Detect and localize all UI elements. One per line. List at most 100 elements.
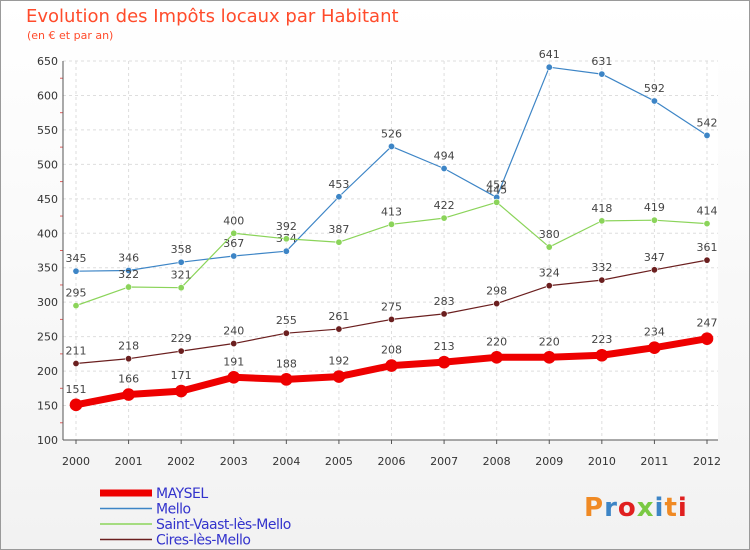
data-point bbox=[650, 97, 658, 105]
data-point bbox=[69, 398, 83, 412]
series-saint-vaast-l-s-mello: 295 322 321 400 392 387 413 422 445 380 418 419 414 bbox=[66, 183, 718, 310]
legend: MAYSELMelloSaint-Vaast-lès-MelloCires-lè… bbox=[100, 486, 291, 549]
data-point bbox=[387, 220, 395, 228]
data-label: 392 bbox=[276, 220, 297, 233]
data-label: 445 bbox=[486, 183, 507, 196]
data-point bbox=[545, 243, 553, 251]
data-point bbox=[648, 341, 661, 354]
data-label: 261 bbox=[328, 310, 349, 323]
grid bbox=[63, 60, 718, 441]
y-tick-label: 600 bbox=[37, 89, 58, 102]
data-label: 192 bbox=[328, 355, 349, 368]
data-point bbox=[227, 370, 241, 384]
y-tick-label: 200 bbox=[37, 365, 58, 378]
data-point bbox=[280, 373, 293, 386]
data-point bbox=[125, 266, 133, 274]
data-label: 324 bbox=[539, 267, 560, 280]
data-point bbox=[703, 256, 711, 264]
y-tick-label: 550 bbox=[37, 124, 58, 137]
data-point bbox=[703, 131, 711, 139]
chart-subtitle: (en € et par an) bbox=[27, 29, 113, 42]
axes: 100 150 200 250 300 350 400 450 500 550 600 650 2000… bbox=[37, 55, 721, 468]
x-tick-label: 2005 bbox=[325, 455, 353, 468]
data-label: 387 bbox=[328, 223, 349, 236]
y-tick-label: 150 bbox=[37, 400, 58, 413]
data-point bbox=[122, 388, 135, 401]
data-point bbox=[545, 282, 553, 290]
data-label: 413 bbox=[381, 205, 402, 218]
data-label: 223 bbox=[591, 333, 612, 346]
data-point bbox=[282, 247, 290, 255]
data-point bbox=[72, 267, 80, 275]
data-label: 255 bbox=[276, 314, 297, 327]
data-label: 422 bbox=[434, 199, 455, 212]
x-tick-label: 2006 bbox=[378, 455, 406, 468]
x-tick-label: 2009 bbox=[535, 455, 563, 468]
series-maysel: 151 166 171 191 188 192 208 213 220 220 223 234 247 bbox=[66, 317, 718, 412]
data-label: 171 bbox=[171, 369, 192, 382]
data-label: 283 bbox=[434, 295, 455, 308]
data-point bbox=[440, 310, 448, 318]
data-point bbox=[437, 355, 451, 369]
data-label: 367 bbox=[223, 237, 244, 250]
data-label: 218 bbox=[118, 340, 139, 353]
data-point bbox=[545, 63, 553, 71]
data-label: 211 bbox=[66, 345, 87, 358]
data-label: 380 bbox=[539, 228, 560, 241]
data-label: 400 bbox=[223, 214, 244, 227]
plot-area bbox=[63, 61, 718, 440]
data-point bbox=[595, 348, 609, 362]
x-tick-label: 2001 bbox=[115, 455, 143, 468]
x-tick-label: 2003 bbox=[220, 455, 248, 468]
data-label: 166 bbox=[118, 373, 139, 386]
y-tick-label: 100 bbox=[37, 434, 58, 447]
data-point bbox=[387, 315, 395, 323]
data-label: 151 bbox=[66, 383, 87, 396]
y-tick-label: 250 bbox=[37, 331, 58, 344]
y-tick-label: 450 bbox=[37, 193, 58, 206]
data-label: 419 bbox=[644, 201, 665, 214]
data-label: 295 bbox=[66, 287, 87, 300]
legend-item-cires-l-s-mello: Cires-lès-Mello bbox=[100, 533, 251, 549]
data-label: 358 bbox=[171, 243, 192, 256]
y-tick-label: 400 bbox=[37, 227, 58, 240]
data-point bbox=[387, 142, 395, 150]
data-label: 188 bbox=[276, 357, 297, 370]
series-mello: 345346358367374453526494452641631592542 bbox=[66, 48, 718, 275]
data-point bbox=[493, 300, 501, 308]
x-tick-label: 2008 bbox=[483, 455, 511, 468]
proxiti-logo: Proxiti bbox=[584, 493, 687, 523]
data-label: 234 bbox=[644, 326, 665, 339]
data-label: 418 bbox=[591, 202, 612, 215]
y-tick-label: 650 bbox=[37, 55, 58, 68]
legend-label: Saint-Vaast-lès-Mello bbox=[156, 517, 291, 533]
data-point bbox=[493, 198, 501, 206]
data-point bbox=[650, 216, 658, 224]
data-point bbox=[230, 229, 238, 237]
data-point bbox=[125, 355, 133, 363]
data-point bbox=[598, 70, 606, 78]
legend-label: MAYSEL bbox=[156, 486, 208, 502]
data-point bbox=[703, 220, 711, 228]
data-label: 453 bbox=[328, 178, 349, 191]
data-point bbox=[542, 351, 556, 364]
data-point bbox=[72, 360, 80, 368]
data-point bbox=[230, 340, 238, 348]
data-point bbox=[125, 283, 133, 291]
data-point bbox=[598, 276, 606, 284]
data-point bbox=[335, 193, 343, 201]
data-point bbox=[650, 266, 658, 274]
data-point bbox=[174, 384, 188, 398]
x-tick-label: 2012 bbox=[693, 455, 721, 468]
data-label: 275 bbox=[381, 300, 402, 313]
data-point bbox=[177, 347, 185, 355]
x-tick-label: 2002 bbox=[167, 455, 195, 468]
legend-item-mello: Mello bbox=[100, 502, 191, 518]
data-point bbox=[282, 235, 290, 243]
data-label: 526 bbox=[381, 127, 402, 140]
data-label: 346 bbox=[118, 251, 139, 264]
legend-label: Cires-lès-Mello bbox=[156, 533, 250, 549]
chart-title: Evolution des Impôts locaux par Habitant bbox=[26, 6, 399, 27]
y-tick-label: 500 bbox=[37, 158, 58, 171]
